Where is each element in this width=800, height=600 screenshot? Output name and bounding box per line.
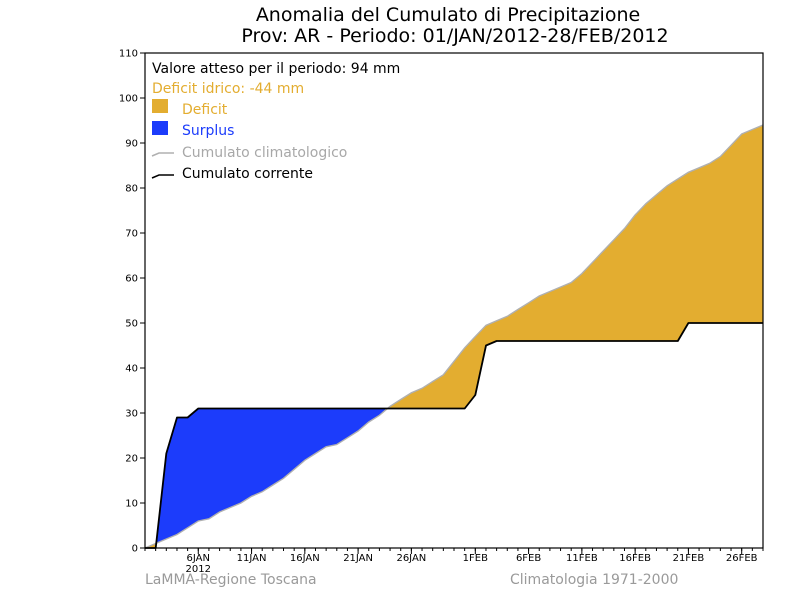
x-tick-label: 26FEB [726, 553, 758, 564]
axes: 0 10 20 30 40 50 60 70 80 90 100 110 6JAN 11JAN 16JAN 2… [119, 49, 764, 575]
y-tick-label: 60 [125, 274, 138, 285]
y-tick-label: 10 [125, 499, 138, 510]
current-line [145, 322, 763, 549]
y-tick-label: 50 [125, 319, 138, 330]
legend-surplus-label: Surplus [182, 123, 234, 139]
x-year-label: 2012 [186, 564, 211, 575]
surplus-area [156, 408, 387, 543]
x-tick-label: 6JAN [187, 553, 210, 564]
y-tick-label: 110 [119, 49, 138, 60]
chart-subtitle: Prov: AR - Periodo: 01/JAN/2012-28/FEB/2… [241, 25, 668, 47]
climatology-line [144, 124, 764, 549]
x-tick-label: 21JAN [343, 553, 373, 564]
x-tick-label: 1FEB [463, 553, 488, 564]
deficit-area [387, 125, 763, 409]
legend-current-label: Cumulato corrente [182, 166, 313, 182]
legend-deficit-label: Deficit [182, 102, 228, 118]
y-tick-label: 90 [125, 139, 138, 150]
footer-climatology: Climatologia 1971-2000 [510, 572, 678, 588]
x-tick-label: 11FEB [566, 553, 598, 564]
footer-credit: LaMMA-Regione Toscana [145, 572, 317, 588]
y-tick-label: 0 [132, 544, 138, 555]
y-tick-label: 20 [125, 454, 138, 465]
legend-surplus-swatch [152, 121, 168, 135]
x-tick-label: 26JAN [396, 553, 426, 564]
y-tick-label: 100 [119, 94, 138, 105]
legend: Valore atteso per il periodo: 94 mm Defi… [151, 61, 400, 182]
series-lines [144, 124, 764, 549]
y-tick-label: 80 [125, 184, 138, 195]
area-fills [146, 125, 763, 548]
legend-expected-value: Valore atteso per il periodo: 94 mm [152, 61, 400, 77]
x-tick-label: 16JAN [290, 553, 320, 564]
y-tick-label: 70 [125, 229, 138, 240]
legend-climatology-line [151, 152, 174, 157]
chart-title: Anomalia del Cumulato di Precipitazione [256, 4, 640, 26]
plot-frame [144, 52, 764, 549]
legend-climatology-label: Cumulato climatologico [182, 145, 347, 161]
y-tick-label: 30 [125, 409, 138, 420]
x-tick-label: 16FEB [619, 553, 651, 564]
x-tick-label: 21FEB [673, 553, 705, 564]
x-tick-label: 11JAN [237, 553, 267, 564]
x-tick-label: 6FEB [516, 553, 541, 564]
legend-current-line [151, 174, 174, 179]
y-tick-label: 40 [125, 364, 138, 375]
legend-deficit-value: Deficit idrico: -44 mm [152, 81, 304, 97]
legend-deficit-swatch [152, 99, 168, 113]
